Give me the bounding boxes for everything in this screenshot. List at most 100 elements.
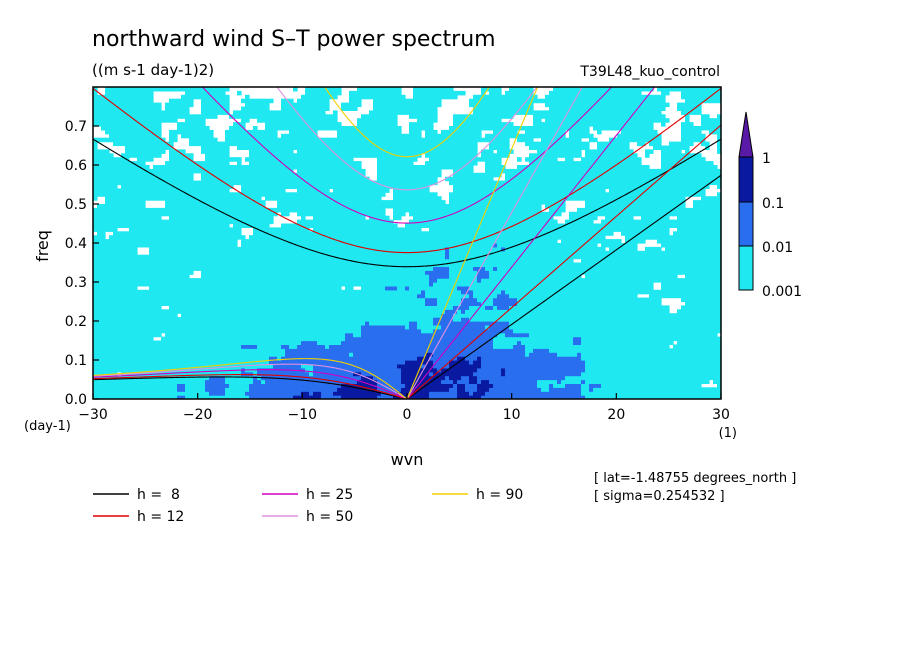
- contour-cell: [237, 285, 242, 291]
- contour-cell: [153, 367, 158, 373]
- contour-cell: [465, 360, 470, 365]
- contour-cell: [141, 324, 146, 330]
- contour-cell: [145, 336, 150, 342]
- contour-cell: [93, 282, 98, 287]
- contour-cell: [133, 324, 138, 330]
- contour-cell: [557, 313, 562, 318]
- contour-cell: [97, 270, 102, 275]
- contour-cell: [653, 387, 658, 392]
- contour-cell: [621, 363, 626, 369]
- contour-cell: [401, 371, 406, 377]
- contour-cell: [529, 301, 534, 306]
- contour-cell: [97, 274, 102, 279]
- contour-cell: [517, 375, 522, 381]
- contour-cell: [141, 328, 146, 334]
- contour-cell: [345, 285, 350, 291]
- contour-cell: [541, 293, 546, 299]
- contour-cell: [169, 383, 174, 388]
- contour-cell: [217, 336, 222, 342]
- contour-cell: [377, 324, 382, 330]
- contour-cell: [513, 375, 518, 381]
- spectrum-contours: [93, 87, 721, 399]
- contour-cell: [629, 383, 634, 388]
- contour-cell: [437, 371, 442, 377]
- contour-cell: [497, 332, 502, 338]
- contour-cell: [593, 324, 598, 330]
- contour-cell: [261, 328, 266, 334]
- contour-cell: [321, 391, 326, 396]
- contour-cell: [673, 379, 678, 384]
- contour-cell: [489, 293, 494, 299]
- contour-cell: [173, 360, 178, 365]
- contour-cell: [633, 356, 638, 361]
- contour-cell: [385, 379, 390, 384]
- contour-cell: [177, 301, 182, 306]
- contour-cell: [193, 328, 198, 334]
- contour-cell: [149, 387, 154, 392]
- contour-cell: [517, 274, 522, 279]
- contour-cell: [113, 270, 118, 275]
- contour-cell: [533, 282, 538, 287]
- contour-cell: [149, 328, 154, 334]
- contour-cell: [237, 344, 242, 349]
- contour-cell: [393, 367, 398, 373]
- contour-cell: [273, 297, 278, 303]
- contour-cell: [249, 317, 254, 322]
- contour-cell: [197, 391, 202, 396]
- contour-cell: [325, 313, 330, 318]
- contour-cell: [681, 371, 686, 377]
- contour-cell: [621, 379, 626, 384]
- contour-cell: [533, 395, 538, 399]
- contour-cell: [417, 328, 422, 334]
- contour-cell: [577, 363, 582, 369]
- contour-cell: [697, 340, 702, 345]
- contour-cell: [561, 352, 566, 357]
- contour-cell: [273, 344, 278, 349]
- contour-cell: [425, 324, 430, 330]
- contour-cell: [337, 309, 342, 314]
- contour-cell: [685, 371, 690, 377]
- contour-cell: [529, 278, 534, 283]
- contour-cell: [449, 278, 454, 283]
- contour-cell: [441, 363, 446, 369]
- contour-cell: [401, 324, 406, 330]
- contour-cell: [609, 324, 614, 330]
- contour-cell: [409, 344, 414, 349]
- contour-cell: [293, 289, 298, 295]
- contour-cell: [673, 367, 678, 373]
- contour-cell: [477, 387, 482, 392]
- contour-cell: [333, 344, 338, 349]
- contour-cell: [593, 305, 598, 310]
- contour-cell: [629, 352, 634, 357]
- contour-cell: [653, 274, 658, 279]
- contour-cell: [397, 297, 402, 303]
- contour-cell: [629, 344, 634, 349]
- contour-cell: [365, 336, 370, 342]
- contour-cell: [257, 387, 262, 392]
- contour-cell: [265, 305, 270, 310]
- contour-cell: [229, 356, 234, 361]
- contour-cell: [641, 363, 646, 369]
- contour-cell: [341, 363, 346, 369]
- contour-cell: [217, 344, 222, 349]
- contour-cell: [693, 360, 698, 365]
- contour-cell: [489, 321, 494, 326]
- contour-cell: [389, 309, 394, 314]
- contour-cell: [273, 324, 278, 330]
- contour-cell: [465, 301, 470, 306]
- contour-cell: [585, 395, 590, 399]
- contour-cell: [361, 363, 366, 369]
- contour-cell: [449, 309, 454, 314]
- contour-cell: [401, 301, 406, 306]
- contour-cell: [465, 282, 470, 287]
- contour-cell: [277, 285, 282, 291]
- contour-cell: [693, 324, 698, 330]
- contour-cell: [709, 289, 714, 295]
- contour-cell: [613, 336, 618, 342]
- contour-cell: [129, 336, 134, 342]
- contour-cell: [181, 371, 186, 377]
- contour-cell: [97, 379, 102, 384]
- contour-cell: [709, 324, 714, 330]
- contour-cell: [301, 344, 306, 349]
- contour-cell: [569, 348, 574, 353]
